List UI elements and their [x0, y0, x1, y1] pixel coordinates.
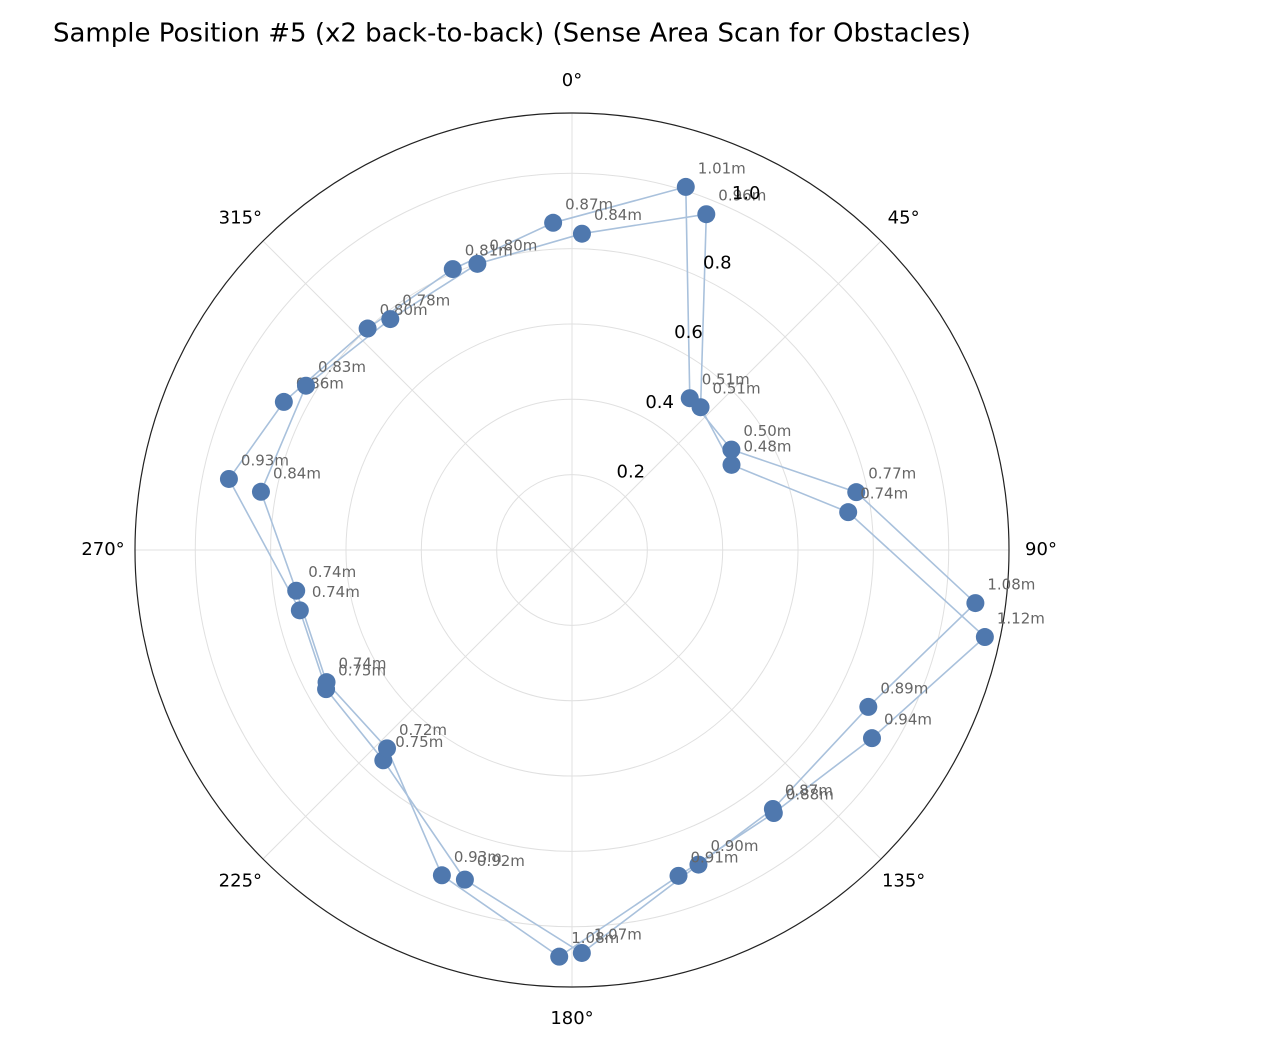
theta-tick-label: 225° [219, 871, 262, 892]
theta-tick-label: 270° [81, 539, 124, 560]
data-label: 0.78m [402, 292, 450, 310]
scan-point [966, 594, 985, 613]
r-tick-label: 1.0 [732, 183, 761, 204]
data-label: 0.88m [786, 786, 834, 804]
data-label: 0.75m [395, 733, 443, 751]
data-label: 1.01m [698, 159, 746, 177]
scan-point [572, 943, 591, 962]
data-label: 0.80m [489, 236, 537, 254]
chart-title: Sample Position #5 (x2 back-to-back) (Se… [53, 19, 971, 49]
data-label: 1.07m [594, 925, 642, 943]
scan-point [455, 870, 474, 889]
r-tick-label: 0.8 [703, 253, 732, 274]
scan-point [287, 581, 306, 600]
data-label: 0.51m [713, 380, 761, 398]
data-label: 0.74m [860, 485, 908, 503]
data-label: 0.72m [399, 721, 447, 739]
data-label: 0.74m [312, 583, 360, 601]
theta-tick-label: 135° [882, 871, 925, 892]
data-label: 0.50m [743, 422, 791, 440]
scan-point [697, 205, 716, 224]
scan-point [550, 947, 569, 966]
grid-spoke [262, 549, 573, 860]
data-label: 0.90m [710, 837, 758, 855]
theta-tick-label: 90° [1025, 539, 1057, 560]
scan-point [689, 855, 708, 874]
scan-point [839, 503, 858, 522]
scan-point [676, 177, 695, 196]
scan-point [544, 213, 563, 232]
scan-point [862, 729, 881, 748]
theta-tick-label: 45° [888, 207, 920, 228]
scan-point [381, 310, 400, 329]
data-label: 0.84m [594, 206, 642, 224]
data-label: 0.83m [318, 358, 366, 376]
theta-tick-label: 180° [550, 1008, 593, 1029]
scan-point [859, 697, 878, 716]
data-label: 0.93m [454, 848, 502, 866]
data-label: 0.74m [308, 563, 356, 581]
scan-point [251, 482, 270, 501]
scan-point [274, 392, 293, 411]
data-label: 0.93m [241, 451, 289, 469]
data-label: 0.94m [884, 711, 932, 729]
data-label: 0.89m [880, 679, 928, 697]
data-label: 0.84m [273, 464, 321, 482]
theta-tick-label: 315° [219, 207, 262, 228]
scan-point [572, 224, 591, 243]
data-label: 0.77m [868, 465, 916, 483]
scan-point [975, 628, 994, 647]
scan-point [691, 398, 710, 417]
theta-tick-label: 0° [562, 70, 582, 91]
scan-point [296, 376, 315, 395]
outer-frame [134, 112, 1010, 988]
grid-spoke [571, 549, 882, 860]
data-label: 0.48m [744, 437, 792, 455]
grid-spoke [262, 240, 573, 551]
r-tick-label: 0.6 [674, 322, 703, 343]
data-label: 0.87m [785, 781, 833, 799]
scan-point [432, 866, 451, 885]
r-tick-label: 0.4 [645, 392, 674, 413]
scan-point [290, 601, 309, 620]
data-label: 1.08m [571, 929, 619, 947]
data-label: 0.74m [339, 655, 387, 673]
scan-point [219, 469, 238, 488]
data-label: 1.08m [987, 576, 1035, 594]
scan-point [764, 804, 783, 823]
r-tick-label: 0.2 [617, 461, 646, 482]
data-label: 0.75m [338, 662, 386, 680]
data-label: 1.12m [997, 610, 1045, 628]
data-label: 0.92m [477, 852, 525, 870]
scan-point [468, 254, 487, 273]
scan-point [722, 440, 741, 459]
scan-point [669, 866, 688, 885]
data-label: 0.96m [718, 187, 766, 205]
scan-point [722, 455, 741, 474]
scan-point [443, 260, 462, 279]
scan-point [317, 673, 336, 692]
scan-point [358, 319, 377, 338]
scan-point [847, 483, 866, 502]
scan-point [378, 739, 397, 758]
data-label: 0.91m [691, 848, 739, 866]
grid-spoke [571, 240, 882, 551]
data-label: 0.87m [565, 195, 613, 213]
data-label: 0.51m [702, 371, 750, 389]
